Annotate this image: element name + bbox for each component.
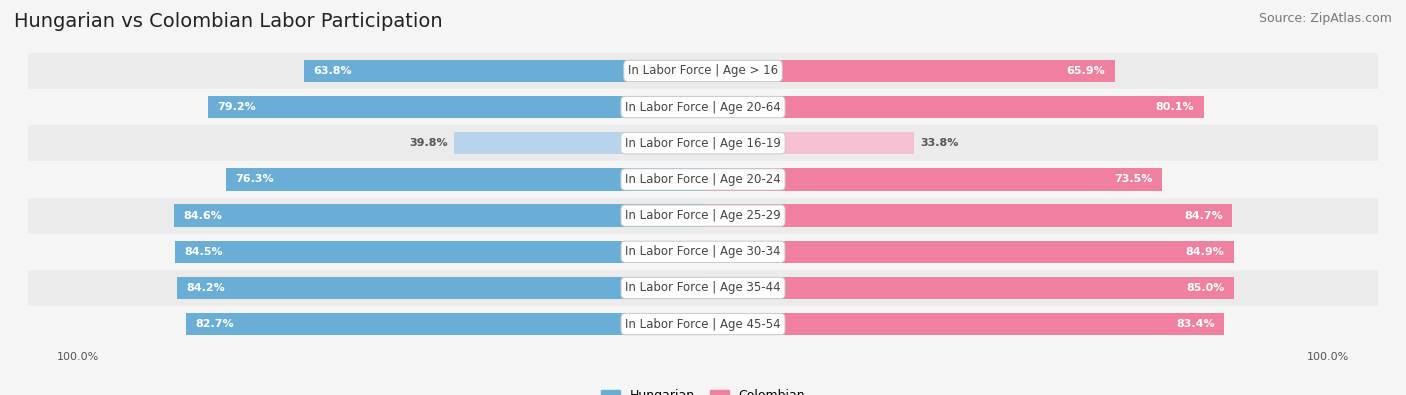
Text: In Labor Force | Age 20-64: In Labor Force | Age 20-64 (626, 101, 780, 114)
Text: 84.2%: 84.2% (186, 283, 225, 293)
Bar (703, 241, 1233, 263)
Text: 84.9%: 84.9% (1185, 247, 1225, 257)
Text: 73.5%: 73.5% (1115, 175, 1153, 184)
Bar (174, 204, 703, 227)
Bar (15, 89, 1391, 125)
Text: 33.8%: 33.8% (921, 138, 959, 148)
Bar (208, 96, 703, 118)
Bar (177, 277, 703, 299)
Text: 79.2%: 79.2% (218, 102, 256, 112)
Text: 84.5%: 84.5% (184, 247, 224, 257)
Text: In Labor Force | Age 30-34: In Labor Force | Age 30-34 (626, 245, 780, 258)
Text: 65.9%: 65.9% (1067, 66, 1105, 76)
Legend: Hungarian, Colombian: Hungarian, Colombian (596, 384, 810, 395)
Text: 80.1%: 80.1% (1156, 102, 1194, 112)
Text: 83.4%: 83.4% (1177, 319, 1215, 329)
Text: 39.8%: 39.8% (409, 138, 449, 148)
Bar (703, 204, 1232, 227)
Bar (15, 198, 1391, 234)
Text: 63.8%: 63.8% (314, 66, 353, 76)
Bar (703, 313, 1225, 335)
Text: 84.7%: 84.7% (1184, 211, 1223, 220)
Bar (15, 270, 1391, 306)
Text: In Labor Force | Age > 16: In Labor Force | Age > 16 (628, 64, 778, 77)
Bar (703, 277, 1234, 299)
Bar (703, 168, 1163, 191)
Bar (174, 241, 703, 263)
Bar (15, 306, 1391, 342)
Text: In Labor Force | Age 20-24: In Labor Force | Age 20-24 (626, 173, 780, 186)
Text: 85.0%: 85.0% (1187, 283, 1225, 293)
Bar (703, 96, 1204, 118)
Bar (15, 125, 1391, 161)
Text: Source: ZipAtlas.com: Source: ZipAtlas.com (1258, 12, 1392, 25)
Bar (15, 161, 1391, 198)
Text: 82.7%: 82.7% (195, 319, 235, 329)
Bar (15, 53, 1391, 89)
Text: 84.6%: 84.6% (184, 211, 222, 220)
Text: 76.3%: 76.3% (236, 175, 274, 184)
Text: In Labor Force | Age 25-29: In Labor Force | Age 25-29 (626, 209, 780, 222)
Bar (15, 234, 1391, 270)
Bar (186, 313, 703, 335)
Bar (226, 168, 703, 191)
Bar (703, 132, 914, 154)
Text: In Labor Force | Age 16-19: In Labor Force | Age 16-19 (626, 137, 780, 150)
Bar (304, 60, 703, 82)
Bar (454, 132, 703, 154)
Bar (703, 60, 1115, 82)
Text: In Labor Force | Age 35-44: In Labor Force | Age 35-44 (626, 281, 780, 294)
Text: In Labor Force | Age 45-54: In Labor Force | Age 45-54 (626, 318, 780, 331)
Text: Hungarian vs Colombian Labor Participation: Hungarian vs Colombian Labor Participati… (14, 12, 443, 31)
